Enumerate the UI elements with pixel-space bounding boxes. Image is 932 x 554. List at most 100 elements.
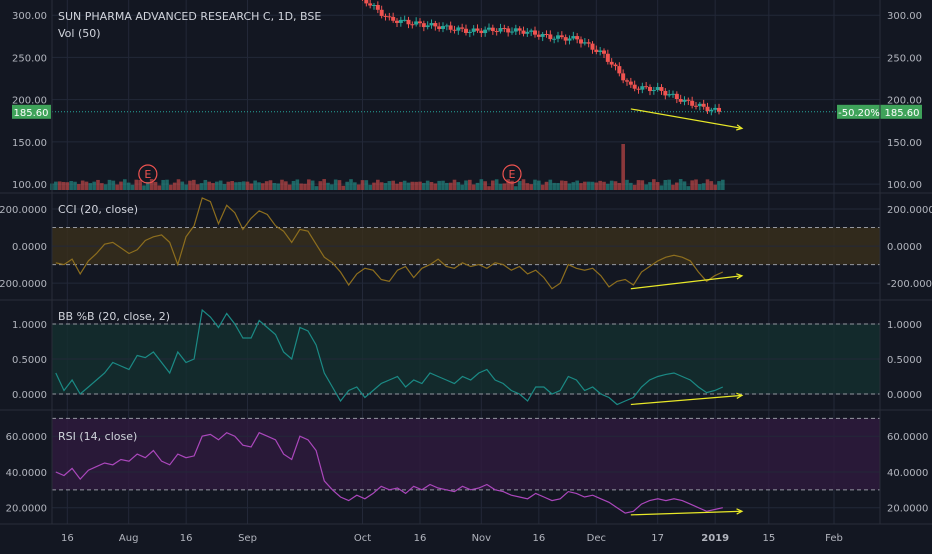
candle-body xyxy=(594,49,599,52)
candle-body xyxy=(705,106,710,112)
volume-bar xyxy=(61,181,66,190)
volume-bar xyxy=(314,186,319,190)
last-price-label-left: 185.60 xyxy=(14,108,49,119)
cci-indicator: 200.0000 200.0000 0.0000 0.0000 -200.0000 -20… xyxy=(0,197,932,290)
volume-bar xyxy=(644,184,648,190)
volume-bar xyxy=(245,181,250,190)
indicator-tick-label-right: -200.0000 xyxy=(887,279,932,290)
volume-bar xyxy=(686,186,691,190)
candle-body xyxy=(632,84,637,89)
volume-bar xyxy=(402,180,407,190)
volume-bar xyxy=(264,181,269,190)
candle-body xyxy=(621,73,626,81)
volume-bar xyxy=(560,180,564,190)
cci-pane[interactable]: 200.0000 200.0000 0.0000 0.0000 -200.0000 -20… xyxy=(0,197,932,290)
volume-bar xyxy=(399,181,403,190)
volume-bar xyxy=(556,183,560,190)
volume-bar xyxy=(107,179,112,190)
candle-body xyxy=(437,26,442,29)
candle-body xyxy=(464,28,468,33)
volume-bar xyxy=(694,179,698,190)
volume-bar xyxy=(303,183,307,190)
candle-body xyxy=(671,93,675,95)
volume-bar xyxy=(586,181,591,190)
candle-body xyxy=(709,109,714,112)
price-tick-label-left: 100.00 xyxy=(12,180,47,191)
earnings-marker-2[interactable]: E xyxy=(502,164,522,184)
candle-body xyxy=(697,103,702,107)
candle-body xyxy=(663,90,668,96)
volume-bar xyxy=(337,180,342,190)
volume-bar xyxy=(318,181,323,190)
volume-bar xyxy=(92,181,96,190)
candle-body xyxy=(383,15,388,17)
volume-bar xyxy=(529,184,533,190)
volume-bar xyxy=(115,184,119,190)
volume-bar xyxy=(195,184,200,190)
volume-bar xyxy=(123,179,127,190)
volume-bar xyxy=(345,181,349,190)
candle-body xyxy=(686,99,691,101)
volume-bar xyxy=(540,184,545,190)
candle-body xyxy=(605,53,610,62)
volume-bar xyxy=(709,181,714,190)
volume-bar xyxy=(307,179,311,190)
volume-bar xyxy=(636,180,641,190)
volume-bar xyxy=(341,185,346,190)
volume-bar xyxy=(134,179,139,190)
volume-bar xyxy=(613,181,618,190)
candle-body xyxy=(471,28,476,32)
volume-bar xyxy=(226,181,231,190)
chart-title: SUN PHARMA ADVANCED RESEARCH C, 1D, BSE xyxy=(58,10,321,23)
volume-bar xyxy=(487,186,491,190)
volume-bar xyxy=(475,182,480,190)
volume-bar xyxy=(199,183,204,190)
volume-bar xyxy=(65,182,70,190)
candle-body xyxy=(717,107,721,112)
volume-bar xyxy=(80,180,85,190)
candle-body xyxy=(682,99,687,102)
volume-bar xyxy=(721,179,725,190)
indicator-tick-label-left: 200.0000 xyxy=(0,205,47,216)
candle-body xyxy=(690,100,695,106)
price-tick-label-left: 250.00 xyxy=(12,53,47,64)
volume-bar xyxy=(655,182,660,190)
volume-bar xyxy=(211,183,215,190)
indicator-tick-label-left: -200.0000 xyxy=(0,279,47,290)
candle-body xyxy=(609,61,614,65)
candle-body xyxy=(502,28,507,30)
volume-bar xyxy=(632,184,637,190)
indicator-tick-label-right: 0.0000 xyxy=(887,390,922,401)
volume-bar xyxy=(368,184,372,190)
time-axis[interactable]: 16 Aug 16 Sep Oct 16 Nov 16 Dec 17 2019 15 Feb xyxy=(61,533,843,544)
rsi-pane[interactable]: 60.0000 60.0000 40.0000 40.0000 20.0000 20.00… xyxy=(6,417,929,516)
volume-bar xyxy=(272,183,277,190)
earnings-marker-1[interactable]: E xyxy=(138,164,158,184)
volume-bar xyxy=(533,179,537,190)
volume-bar xyxy=(73,181,77,190)
volume-bars xyxy=(50,144,725,190)
bb-pane[interactable]: 1.0000 1.0000 0.5000 0.5000 0.0000 0.0000 BB … xyxy=(12,308,922,406)
volume-bar xyxy=(682,181,687,190)
indicator-tick-label-right: 1.0000 xyxy=(887,320,922,331)
volume-bar xyxy=(663,179,668,190)
indicator-line xyxy=(55,431,723,514)
volume-bar xyxy=(261,183,265,190)
price-trend-arrow xyxy=(630,108,744,131)
candle-body xyxy=(391,16,396,21)
time-tick-label: 16 xyxy=(180,533,193,544)
candle-body xyxy=(536,34,541,37)
candle-body xyxy=(483,29,488,34)
volume-bar xyxy=(253,180,257,190)
volume-bar xyxy=(659,185,664,190)
volume-bar xyxy=(583,181,587,190)
volume-bar xyxy=(218,180,223,190)
trend-arrow-head xyxy=(736,508,744,515)
last-price-label-right: 185.60 xyxy=(885,108,920,119)
candle-body xyxy=(517,28,522,31)
price-tick-label-left: 200.00 xyxy=(12,96,47,107)
time-tick-label: 2019 xyxy=(701,533,729,544)
time-tick-label: Dec xyxy=(587,533,606,544)
volume-bar xyxy=(571,182,576,190)
